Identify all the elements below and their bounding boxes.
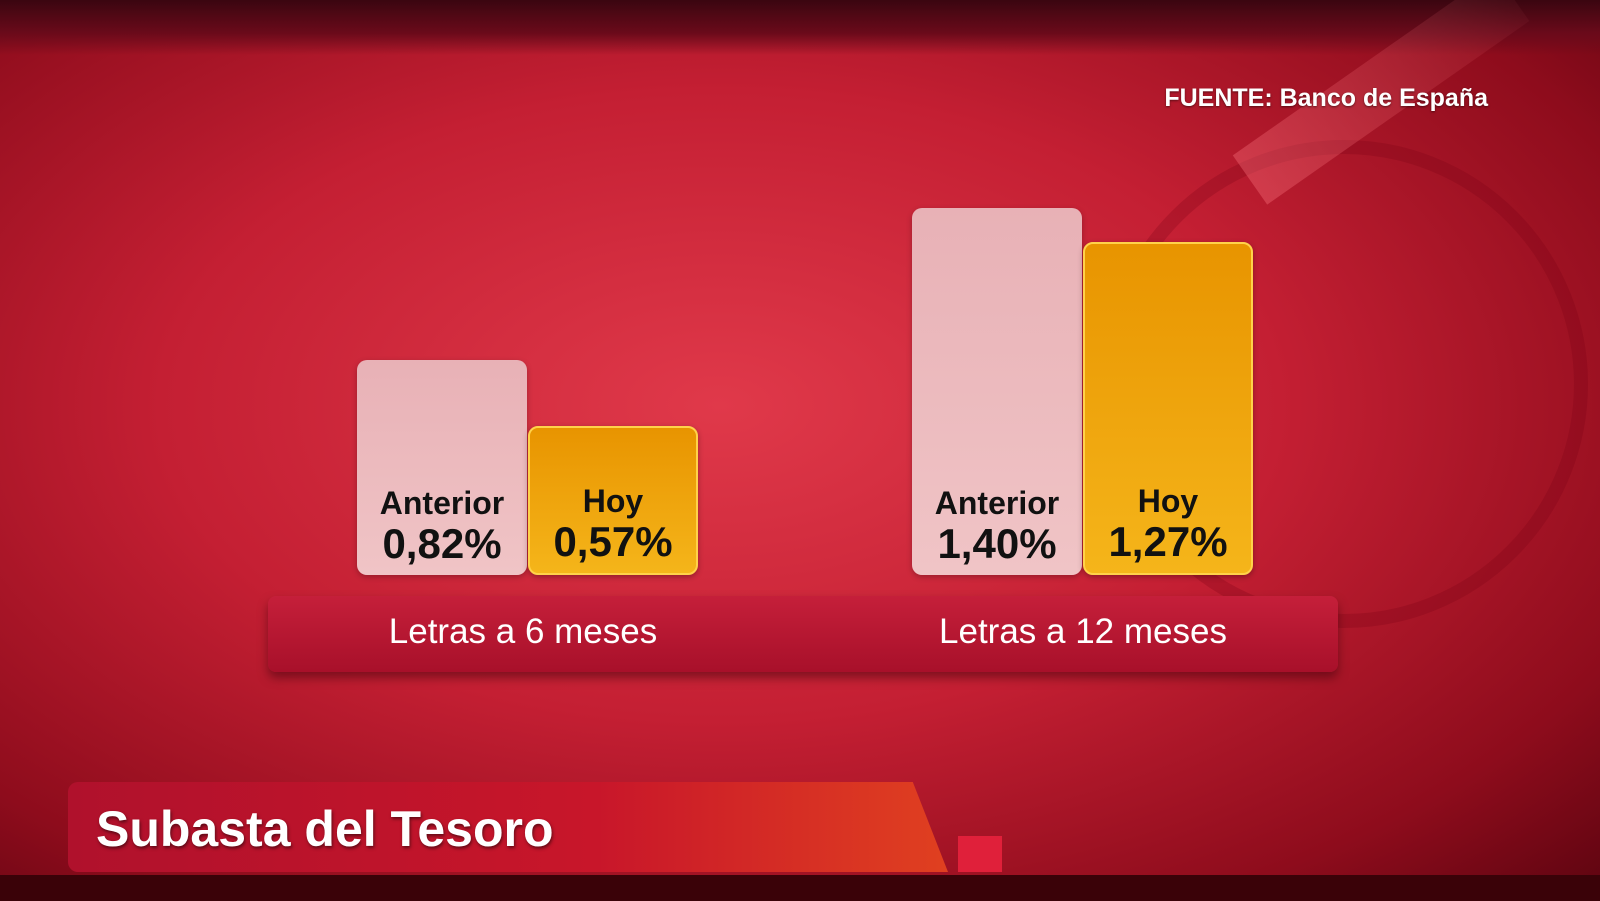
bar-anterior-1: Anterior 1,40% [912, 208, 1082, 575]
category-label-6m: Letras a 6 meses [388, 612, 658, 651]
bar-hoy-1: Hoy 1,27% [1083, 242, 1253, 575]
source-label: FUENTE: Banco de España [1164, 84, 1488, 112]
bar-value-label: 0,57% [553, 517, 673, 565]
bar-value-label: 0,82% [382, 519, 502, 567]
category-label-12m: Letras a 12 meses [939, 612, 1227, 651]
title-banner [68, 782, 948, 872]
banner-corner [958, 836, 1002, 872]
category-shelf [268, 596, 1338, 672]
page-title: Subasta del Tesoro [96, 801, 554, 857]
bottom-strip [0, 875, 1600, 901]
bar-series-label: Hoy [582, 482, 644, 519]
bar-hoy-0: Hoy 0,57% [528, 425, 698, 575]
bar-value-label: 1,40% [937, 519, 1057, 567]
bar-value-label: 1,27% [1108, 517, 1228, 565]
bar-series-label: Anterior [934, 484, 1060, 521]
bar-series-label: Anterior [379, 484, 505, 521]
top-band [0, 0, 1600, 55]
bar-anterior-0: Anterior 0,82% [357, 360, 527, 575]
bar-series-label: Hoy [1137, 482, 1199, 519]
